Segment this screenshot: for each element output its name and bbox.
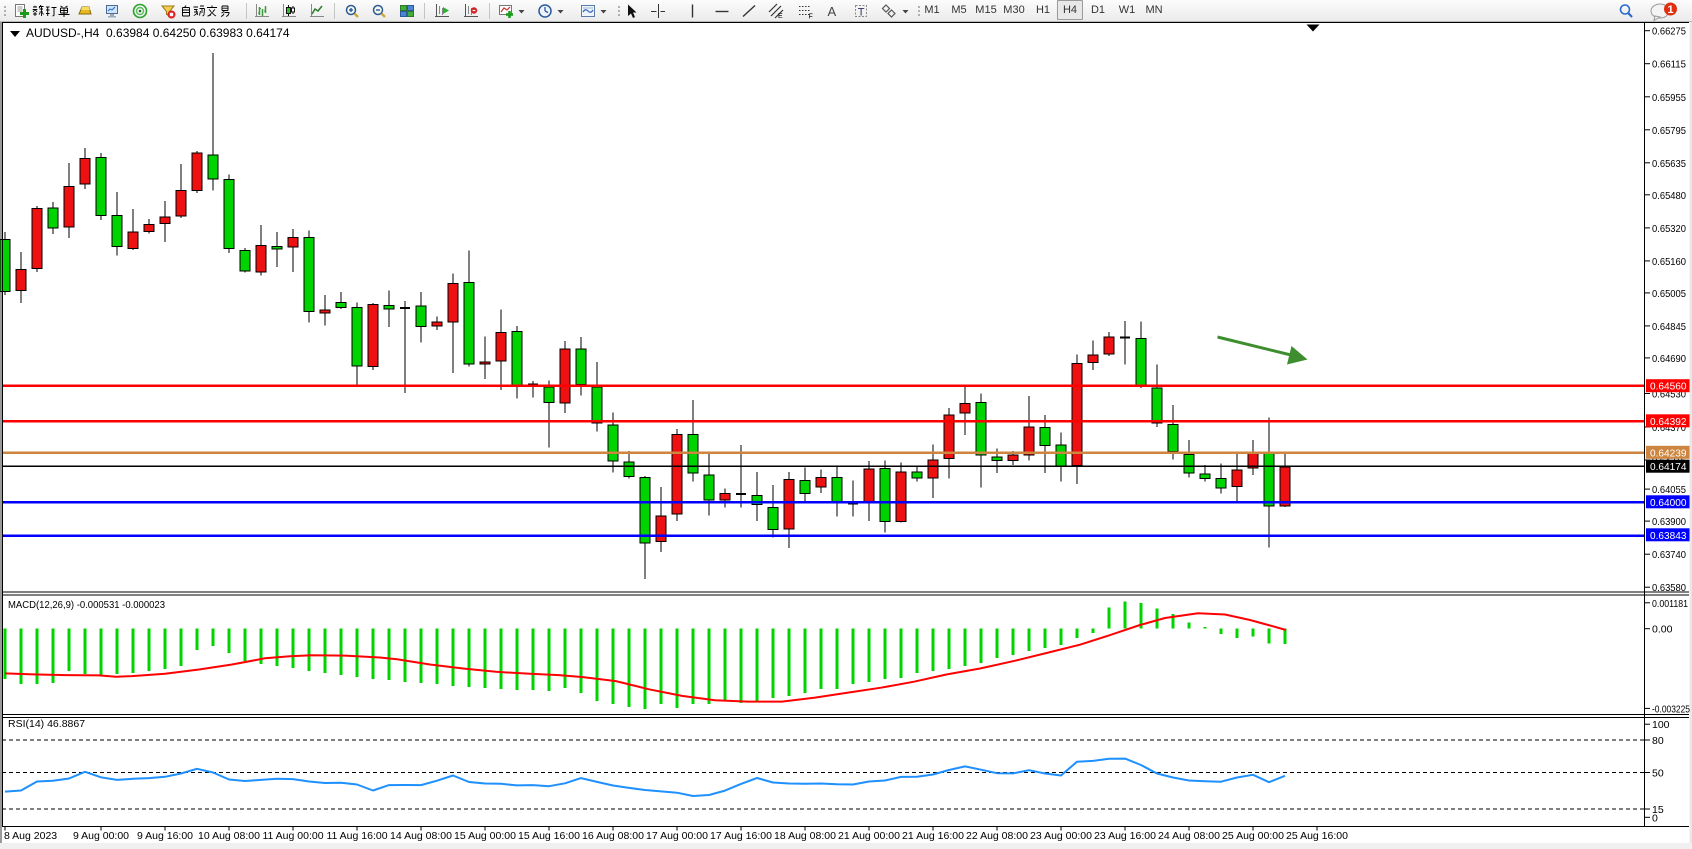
svg-text:T: T	[858, 7, 865, 19]
svg-text:15: 15	[1652, 804, 1664, 816]
svg-text:0.63740: 0.63740	[1652, 549, 1686, 561]
svg-text:21 Aug 00:00: 21 Aug 00:00	[838, 830, 900, 842]
svg-text:RSI(14) 46.8867: RSI(14) 46.8867	[8, 718, 85, 730]
svg-text:25 Aug 00:00: 25 Aug 00:00	[1222, 830, 1284, 842]
svg-text:0.64000: 0.64000	[1650, 497, 1687, 509]
svg-text:0.65635: 0.65635	[1652, 158, 1686, 170]
svg-text:0.65955: 0.65955	[1652, 92, 1686, 104]
svg-text:0.65320: 0.65320	[1652, 223, 1686, 235]
svg-text:F: F	[809, 14, 813, 20]
svg-text:0.64392: 0.64392	[1650, 416, 1687, 428]
svg-text:14 Aug 08:00: 14 Aug 08:00	[390, 830, 452, 842]
svg-text:0.64845: 0.64845	[1652, 321, 1686, 333]
svg-text:0.63580: 0.63580	[1652, 582, 1686, 594]
svg-text:0.64690: 0.64690	[1652, 353, 1686, 365]
svg-text:0.66115: 0.66115	[1652, 59, 1686, 71]
svg-text:E: E	[778, 13, 783, 19]
svg-text:25 Aug 16:00: 25 Aug 16:00	[1286, 830, 1348, 842]
svg-text:0.65480: 0.65480	[1652, 190, 1686, 202]
svg-text:0.64239: 0.64239	[1650, 447, 1687, 459]
svg-text:23 Aug 16:00: 23 Aug 16:00	[1094, 830, 1156, 842]
svg-text:11 Aug 16:00: 11 Aug 16:00	[326, 830, 387, 842]
svg-text:0.64055: 0.64055	[1652, 484, 1686, 496]
svg-text:80: 80	[1652, 735, 1664, 747]
svg-text:9 Aug 00:00: 9 Aug 00:00	[73, 830, 129, 842]
svg-text:1: 1	[1667, 4, 1673, 16]
svg-text:-0.003225: -0.003225	[1652, 703, 1690, 715]
svg-text:0.001181: 0.001181	[1652, 598, 1688, 610]
svg-text:22 Aug 08:00: 22 Aug 08:00	[966, 830, 1028, 842]
svg-text:17 Aug 00:00: 17 Aug 00:00	[646, 830, 708, 842]
svg-text:AUDUSD-,H4 0.63984 0.64250 0.: AUDUSD-,H4 0.63984 0.64250 0.63983 0.641…	[26, 26, 290, 40]
svg-text:10 Aug 08:00: 10 Aug 08:00	[198, 830, 260, 842]
svg-text:15 Aug 16:00: 15 Aug 16:00	[518, 830, 580, 842]
svg-text:0.00: 0.00	[1652, 624, 1673, 636]
svg-text:9 Aug 16:00: 9 Aug 16:00	[137, 830, 193, 842]
svg-text:0.63843: 0.63843	[1650, 530, 1687, 542]
svg-text:MACD(12,26,9) -0.000531 -0.000: MACD(12,26,9) -0.000531 -0.000023	[8, 599, 165, 611]
svg-text:100: 100	[1652, 719, 1670, 731]
svg-text:0.65005: 0.65005	[1652, 288, 1686, 300]
svg-text:15 Aug 00:00: 15 Aug 00:00	[454, 830, 516, 842]
svg-text:0.66275: 0.66275	[1652, 26, 1686, 38]
svg-text:0: 0	[1652, 812, 1658, 824]
svg-text:0.65795: 0.65795	[1652, 125, 1686, 137]
svg-text:17 Aug 16:00: 17 Aug 16:00	[710, 830, 772, 842]
svg-text:18 Aug 08:00: 18 Aug 08:00	[774, 830, 836, 842]
svg-text:11 Aug 00:00: 11 Aug 00:00	[262, 830, 323, 842]
svg-text:23 Aug 00:00: 23 Aug 00:00	[1030, 830, 1092, 842]
svg-text:0.63900: 0.63900	[1652, 516, 1686, 528]
svg-text:24 Aug 08:00: 24 Aug 08:00	[1158, 830, 1220, 842]
svg-text:0.65160: 0.65160	[1652, 256, 1686, 268]
svg-text:0.64560: 0.64560	[1650, 381, 1687, 393]
svg-text:50: 50	[1652, 768, 1664, 780]
svg-text:8 Aug 2023: 8 Aug 2023	[4, 830, 57, 842]
svg-text:21 Aug 16:00: 21 Aug 16:00	[902, 830, 964, 842]
svg-text:16 Aug 08:00: 16 Aug 08:00	[582, 830, 644, 842]
svg-text:0.64174: 0.64174	[1650, 461, 1687, 473]
svg-text:A: A	[828, 4, 837, 19]
